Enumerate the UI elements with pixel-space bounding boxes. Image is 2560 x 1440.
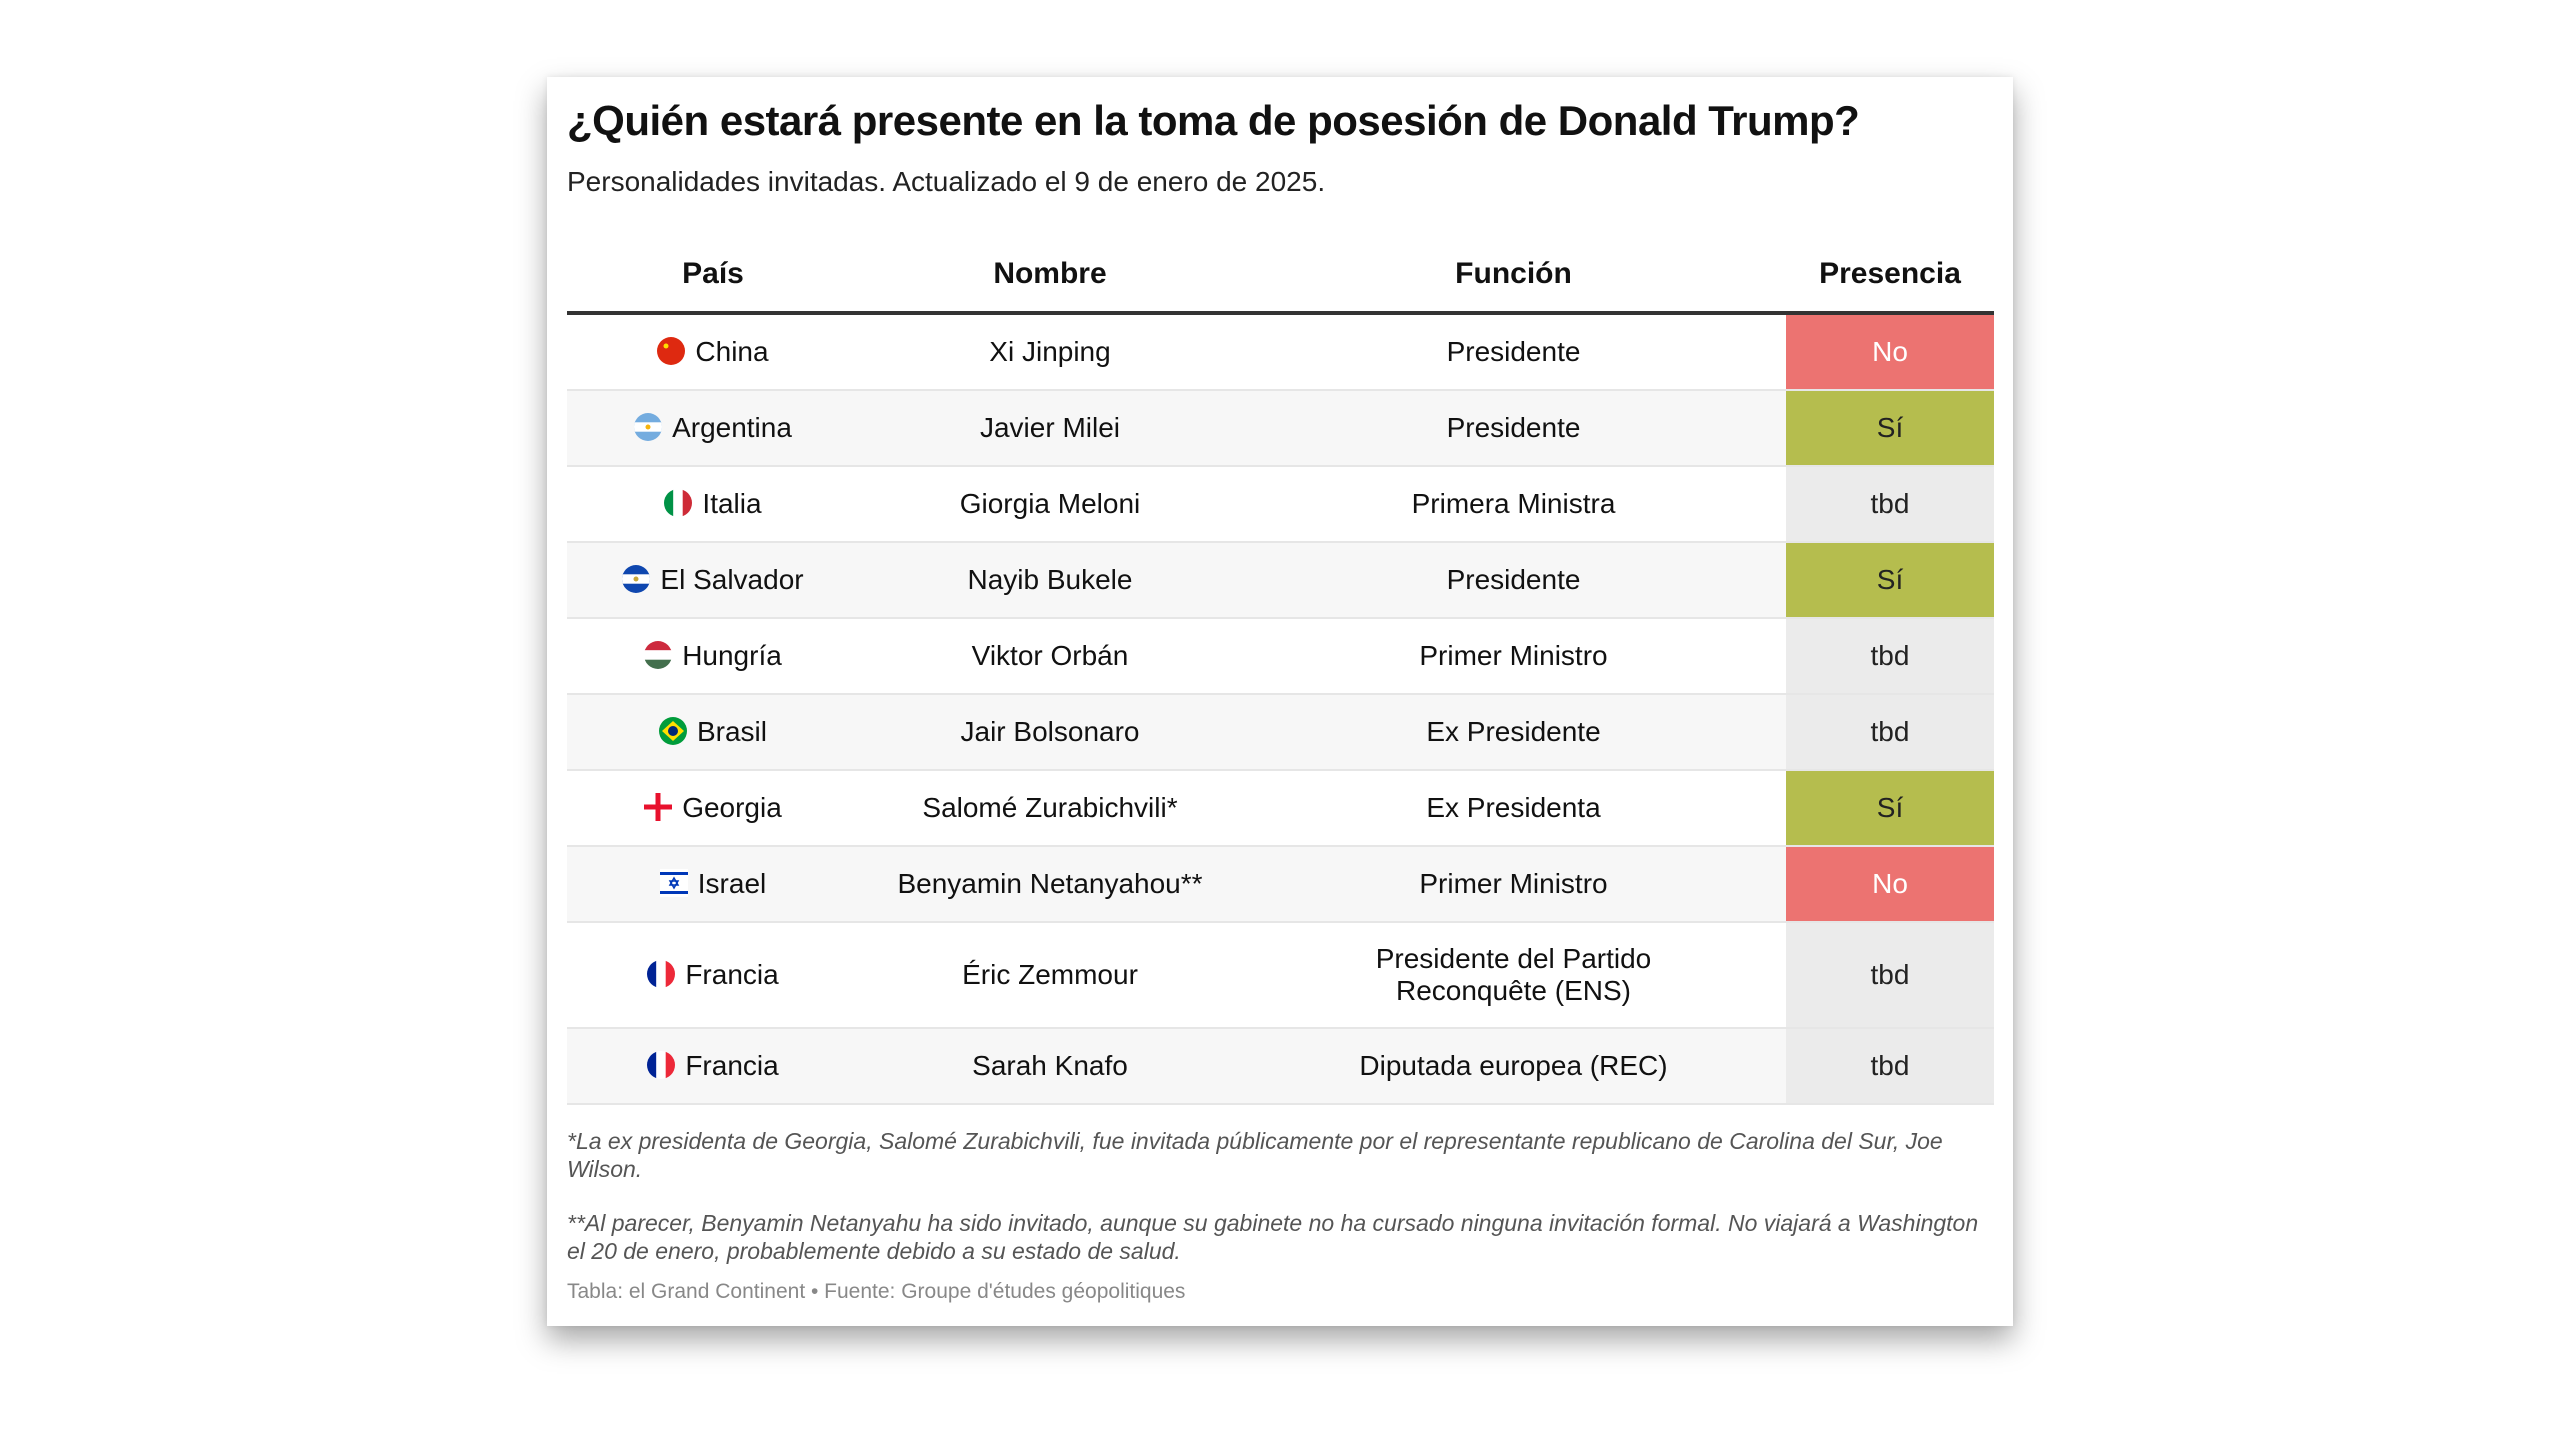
presence-badge: tbd (1786, 618, 1994, 695)
country-name: Francia (685, 959, 779, 990)
country-name: Israel (697, 868, 767, 899)
country-name: Argentina (672, 412, 792, 443)
el-salvador-flag-icon (622, 565, 651, 593)
country-cell: Brasil (567, 694, 859, 771)
role-cell: Presidente (1241, 313, 1786, 391)
country-cell: China (567, 313, 859, 391)
name-cell: Giorgia Meloni (859, 466, 1241, 543)
country-name: Francia (685, 1050, 779, 1081)
role-cell: Primera Ministra (1241, 466, 1786, 543)
footnote: *La ex presidenta de Georgia, Salomé Zur… (567, 1128, 1943, 1182)
table-row: Brasil Jair Bolsonaro Ex Presidente tbd (567, 694, 1994, 771)
name-cell: Benyamin Netanyahou** (859, 846, 1241, 923)
country-cell: Francia (567, 922, 859, 1029)
role-cell: Ex Presidenta (1241, 770, 1786, 847)
country-cell: Georgia (567, 770, 859, 847)
table-row: Georgia Salomé Zurabichvili* Ex Presiden… (567, 770, 1994, 847)
presence-badge: Sí (1786, 390, 1994, 467)
country-cell: Francia (567, 1028, 859, 1105)
presence-badge: No (1786, 313, 1994, 391)
role-cell: Primer Ministro (1241, 618, 1786, 695)
france-flag-icon (647, 960, 676, 988)
presence-badge: Sí (1786, 770, 1994, 847)
footnote: **Al parecer, Benyamin Netanyahu ha sido… (567, 1210, 1979, 1264)
table-card: ¿Quién estará presente en la toma de pos… (547, 77, 2013, 1326)
role-cell: Presidente del Partido Reconquête (ENS) (1241, 922, 1786, 1029)
country-cell: Argentina (567, 390, 859, 467)
presence-badge: tbd (1786, 694, 1994, 771)
presence-badge: No (1786, 846, 1994, 923)
name-cell: Nayib Bukele (859, 542, 1241, 619)
presence-badge: tbd (1786, 1028, 1994, 1105)
country-name: Hungría (682, 640, 782, 671)
name-cell: Viktor Orbán (859, 618, 1241, 695)
header-role: Función (1241, 237, 1786, 315)
country-name: El Salvador (660, 564, 804, 595)
brazil-flag-icon (658, 717, 687, 745)
argentina-flag-icon (634, 413, 663, 441)
name-cell: Jair Bolsonaro (859, 694, 1241, 771)
source-note: Tabla: el Grand Continent • Fuente: Grou… (567, 1280, 1186, 1303)
table-row: Hungría Viktor Orbán Primer Ministro tbd (567, 618, 1994, 695)
presence-badge: tbd (1786, 466, 1994, 543)
table-row: China Xi Jinping Presidente No (567, 313, 1994, 391)
role-cell: Presidente (1241, 390, 1786, 467)
name-cell: Xi Jinping (859, 313, 1241, 391)
table-row: Francia Éric Zemmour Presidente del Part… (567, 922, 1994, 1029)
country-name: Brasil (696, 716, 767, 747)
country-name: Italia (702, 488, 762, 519)
role-cell: Primer Ministro (1241, 846, 1786, 923)
name-cell: Salomé Zurabichvili* (859, 770, 1241, 847)
role-cell: Diputada europea (REC) (1241, 1028, 1786, 1105)
name-cell: Sarah Knafo (859, 1028, 1241, 1105)
presence-badge: Sí (1786, 542, 1994, 619)
china-flag-icon (657, 337, 686, 365)
israel-flag-icon (659, 869, 688, 897)
hungary-flag-icon (644, 641, 673, 669)
country-name: China (695, 336, 769, 367)
country-name: Georgia (682, 792, 782, 823)
header-presence: Presencia (1786, 237, 1994, 315)
subtitle: Personalidades invitadas. Actualizado el… (567, 166, 1326, 197)
page-title: ¿Quién estará presente en la toma de pos… (567, 97, 1860, 144)
presence-badge: tbd (1786, 922, 1994, 1029)
header-country: País (567, 237, 859, 315)
table-row: Italia Giorgia Meloni Primera Ministra t… (567, 466, 1994, 543)
table-row: Francia Sarah Knafo Diputada europea (RE… (567, 1028, 1994, 1105)
country-cell: El Salvador (567, 542, 859, 619)
name-cell: Éric Zemmour (859, 922, 1241, 1029)
header-name: Nombre (859, 237, 1241, 315)
guests-table: País Nombre Función Presencia China Xi J… (567, 237, 1994, 1105)
country-cell: Italia (567, 466, 859, 543)
table-row: Israel Benyamin Netanyahou** Primer Mini… (567, 846, 1994, 923)
italy-flag-icon (664, 489, 693, 517)
country-cell: Hungría (567, 618, 859, 695)
table-row: Argentina Javier Milei Presidente Sí (567, 390, 1994, 467)
france-flag-icon (647, 1051, 676, 1079)
name-cell: Javier Milei (859, 390, 1241, 467)
georgia-flag-icon (644, 793, 673, 821)
footnotes: *La ex presidenta de Georgia, Salomé Zur… (567, 1127, 1987, 1291)
role-cell: Presidente (1241, 542, 1786, 619)
country-cell: Israel (567, 846, 859, 923)
role-cell: Ex Presidente (1241, 694, 1786, 771)
table-row: El Salvador Nayib Bukele Presidente Sí (567, 542, 1994, 619)
